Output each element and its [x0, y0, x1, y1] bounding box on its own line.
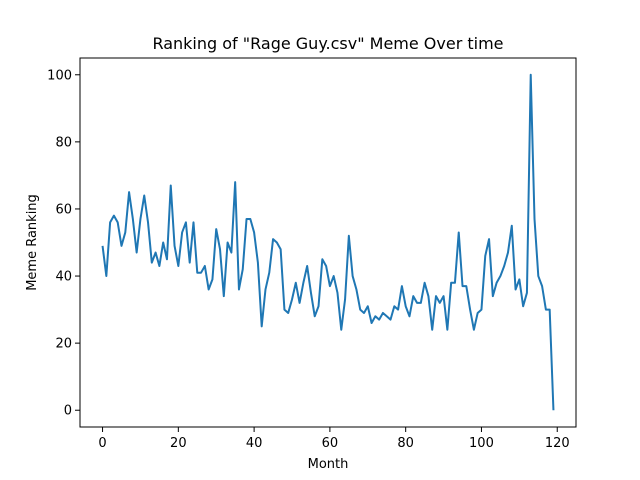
- x-tick-label: 100: [469, 436, 494, 451]
- x-tick-label: 40: [246, 436, 263, 451]
- x-axis-ticks: 0 20 40 60 80 100 120: [98, 427, 570, 451]
- chart-title: Ranking of "Rage Guy.csv" Meme Over time: [152, 34, 503, 53]
- y-tick-label: 20: [55, 337, 72, 352]
- y-tick-label: 100: [47, 68, 72, 83]
- x-tick-label: 20: [170, 436, 187, 451]
- y-tick-label: 60: [55, 202, 72, 217]
- y-tick-label: 0: [64, 404, 72, 419]
- axes-frame: [79, 57, 577, 428]
- series-line: [101, 73, 555, 411]
- y-axis-label: Meme Ranking: [25, 194, 40, 291]
- y-tick-label: 80: [55, 135, 72, 150]
- series-layer: [101, 73, 555, 411]
- x-tick-label: 120: [545, 436, 570, 451]
- y-axis-ticks: 0 20 40 60 80 100: [47, 68, 80, 419]
- y-tick-label: 40: [55, 270, 72, 285]
- x-tick-label: 60: [322, 436, 339, 451]
- x-tick-label: 80: [397, 436, 414, 451]
- x-tick-label: 0: [98, 436, 106, 451]
- x-axis-label: Month: [308, 457, 349, 472]
